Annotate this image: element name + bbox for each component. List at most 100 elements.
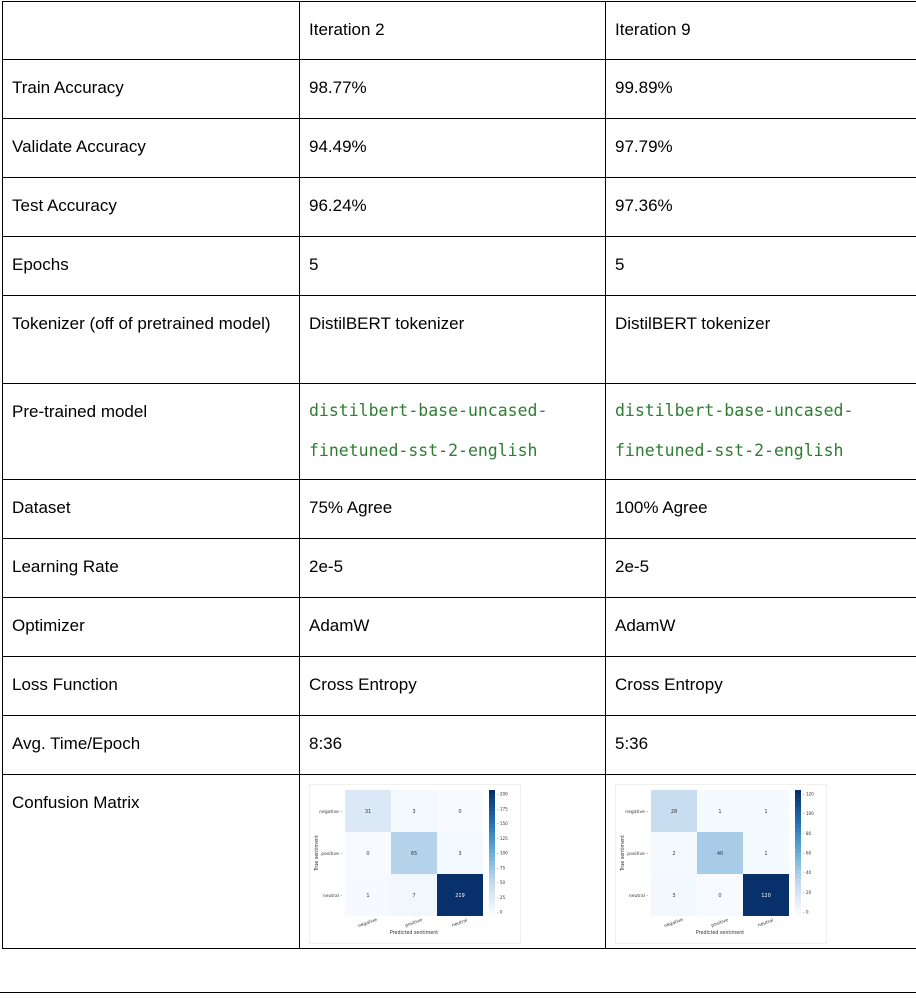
colorbar-segment [795,878,801,883]
colorbar-segment [489,819,495,824]
matrix-cell-value: 1 [764,809,767,815]
row-label: Loss Function [3,657,300,716]
colorbar-segment [489,882,495,887]
colorbar-segment [489,832,495,837]
row-label: Train Accuracy [3,60,300,119]
colorbar-segment [489,899,495,904]
matrix-cell-value: 28 [671,809,677,815]
cell-iteration-9: 97.36% [606,178,916,237]
matrix-cell-value: 120 [761,893,771,899]
colorbar-segment [795,870,801,875]
row-label: Avg. Time/Epoch [3,716,300,775]
colorbar-tick-label: - 75 [497,865,506,870]
colorbar-tick-label: - 0 [497,910,503,915]
colorbar-segment [795,887,801,892]
matrix-row-label: neutral - [323,893,343,899]
cell-iteration-9: DistilBERT tokenizer [606,296,916,384]
colorbar-tick-label: - 80 [803,831,812,836]
colorbar-segment [795,849,801,854]
colorbar-segment [795,874,801,879]
cell-iteration-9: 5 [606,237,916,296]
cell-iteration-9: 100% Agree [606,480,916,539]
colorbar-tick-label: - 25 [497,895,506,900]
cell-iteration-2: DistilBERT tokenizer [300,296,606,384]
colorbar-segment [795,882,801,887]
matrix-row-label: positive - [321,851,342,857]
table-row: Epochs 5 5 [3,237,916,296]
cell-iteration-9: 97.79% [606,119,916,178]
colorbar-segment [489,874,495,879]
colorbar-segment [489,870,495,875]
colorbar-tick-label: - 125 [497,836,508,841]
model-name-line: distilbert-base-uncased- finetuned-sst-2… [309,384,596,471]
colorbar-segment [795,908,801,913]
row-label: Dataset [3,480,300,539]
colorbar-segment [489,790,495,795]
table-row: Learning Rate 2e-5 2e-5 [3,539,916,598]
colorbar-tick-label: - 100 [803,811,814,816]
colorbar-segment [489,861,495,866]
colorbar-segment [795,832,801,837]
colorbar-segment [489,903,495,908]
matrix-row-label: negative - [319,809,342,815]
matrix-row-label: positive - [627,851,648,857]
cell-iteration-2: 94.49% [300,119,606,178]
colorbar-segment [795,895,801,900]
table-row: Train Accuracy 98.77% 99.89% [3,60,916,119]
colorbar-segment [795,861,801,866]
matrix-cell-value: 0 [458,809,461,815]
cell-iteration-9: 5:36 [606,716,916,775]
matrix-cell-value: 3 [458,851,461,857]
row-label: Test Accuracy [3,178,300,237]
comparison-table: Iteration 2 Iteration 9 Train Accuracy 9… [2,1,916,949]
matrix-cell-value: 219 [455,893,465,899]
matrix-cell-value: 2 [672,851,675,857]
colorbar-segment [795,828,801,833]
colorbar-segment [795,903,801,908]
colorbar-segment [489,824,495,829]
colorbar-tick-label: - 40 [803,870,812,875]
table-row: Dataset 75% Agree 100% Agree [3,480,916,539]
colorbar-tick-label: - 175 [497,806,508,811]
row-label: Validate Accuracy [3,119,300,178]
table-row: Validate Accuracy 94.49% 97.79% [3,119,916,178]
colorbar-tick-label: - 100 [497,851,508,856]
colorbar-segment [795,840,801,845]
matrix-cell-value: 3 [672,893,675,899]
colorbar-segment [489,895,495,900]
header-cell-empty [3,2,300,60]
matrix-row-label: neutral - [629,893,649,899]
cell-iteration-9: 99.89% [606,60,916,119]
matrix-cell-value: 40 [717,851,723,857]
colorbar-segment [489,878,495,883]
table-row: Test Accuracy 96.24% 97.36% [3,178,916,237]
cell-iteration-2: 5 [300,237,606,296]
page-bottom-divider [0,992,916,998]
matrix-x-axis-label: Predicted sentiment [696,930,744,936]
colorbar-segment [795,857,801,862]
matrix-cell-value: 65 [411,851,417,857]
model-name-line: distilbert-base-uncased- finetuned-sst-2… [615,384,907,471]
colorbar-segment [489,828,495,833]
cell-iteration-9: Cross Entropy [606,657,916,716]
colorbar-segment [489,887,495,892]
colorbar-tick-label: - 150 [497,821,508,826]
table-row: Loss Function Cross Entropy Cross Entrop… [3,657,916,716]
colorbar-segment [489,803,495,808]
table-row: Pre-trained model distilbert-base-uncase… [3,384,916,480]
colorbar-segment [489,857,495,862]
cell-iteration-2: AdamW [300,598,606,657]
colorbar-segment [489,798,495,803]
colorbar-segment [795,899,801,904]
matrix-row-label: negative - [625,809,648,815]
colorbar-segment [795,866,801,871]
row-label: Pre-trained model [3,384,300,480]
colorbar-segment [489,845,495,850]
colorbar-segment [795,819,801,824]
header-row: Iteration 2 Iteration 9 [3,2,916,60]
colorbar-segment [795,807,801,812]
row-label: Epochs [3,237,300,296]
matrix-cell-value: 1 [366,893,369,899]
